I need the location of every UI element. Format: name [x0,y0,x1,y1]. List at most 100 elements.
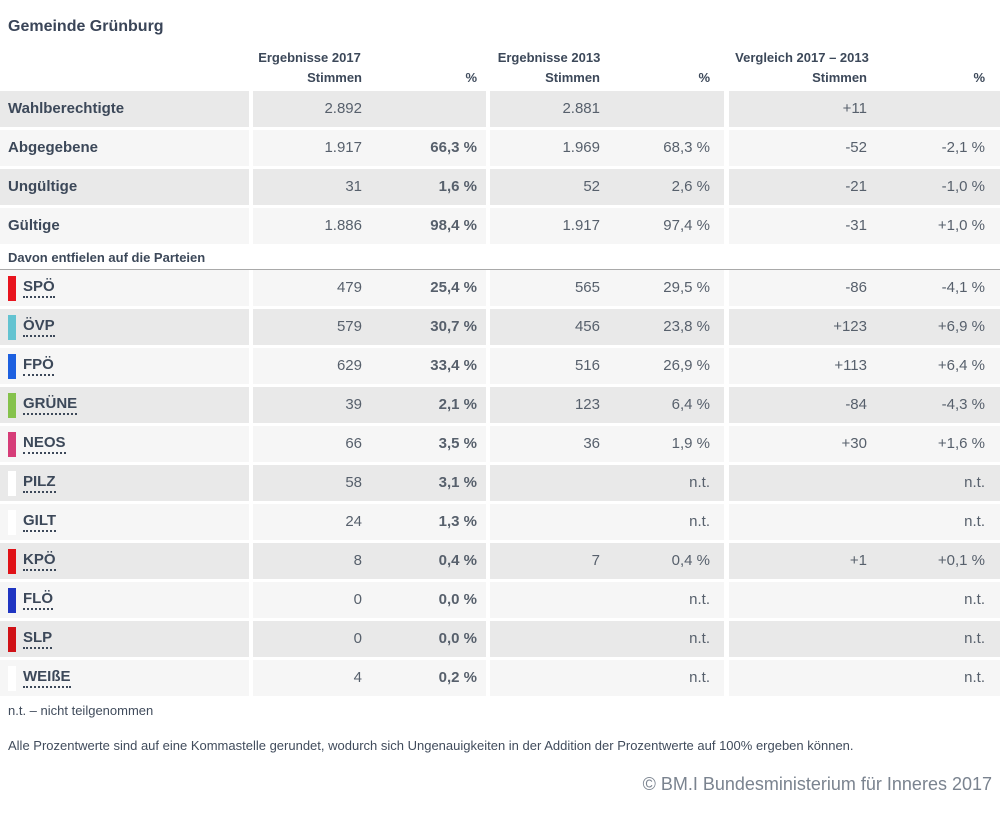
party-label-cell: SLP [0,621,249,657]
party-rows: SPÖ 479 25,4 % 565 29,5 % -86 -4,1 % ÖVP… [0,270,1000,696]
party-color-bar [8,587,16,613]
votes-2017: 8 [253,543,366,579]
percent-diff [875,91,1000,127]
party-name: ÖVP [23,317,55,337]
votes-diff [729,621,875,657]
percent-diff: -2,1 % [875,130,1000,166]
party-row: SLP 0 0,0 % n.t. n.t. [0,621,1000,657]
votes-diff: -21 [729,169,875,205]
percent-2017: 98,4 % [366,208,486,244]
party-row: GRÜNE 39 2,1 % 123 6,4 % -84 -4,3 % [0,387,1000,423]
percent-2017: 66,3 % [366,130,486,166]
party-name: KPÖ [23,551,56,571]
group-title-vergleich: Vergleich 2017 – 2013 [735,50,869,65]
table-group-header: Ergebnisse 2017 Ergebnisse 2013 Vergleic… [0,50,1000,65]
votes-2017: 479 [253,270,366,306]
percent-2013: 0,4 % [608,543,724,579]
votes-diff [729,582,875,618]
party-name: FLÖ [23,590,53,610]
votes-2013: 7 [490,543,608,579]
votes-diff [729,504,875,540]
party-color-bar [8,275,16,301]
percent-2017: 0,0 % [366,582,486,618]
party-label-cell: PILZ [0,465,249,501]
percent-diff: +6,4 % [875,348,1000,384]
percent-2013: 1,9 % [608,426,724,462]
col-header-stimmen-2013: Stimmen [545,70,600,85]
votes-2017: 1.917 [253,130,366,166]
group-title-2017: Ergebnisse 2017 [258,50,361,65]
col-header-percent-2017: % [465,70,477,85]
votes-2017: 2.892 [253,91,366,127]
percent-diff: +1,6 % [875,426,1000,462]
percent-2017: 0,4 % [366,543,486,579]
party-color-bar [8,353,16,379]
table-row: Ungültige 31 1,6 % 52 2,6 % -21 -1,0 % [0,169,1000,205]
votes-diff: +30 [729,426,875,462]
votes-2013 [490,660,608,696]
party-row: FLÖ 0 0,0 % n.t. n.t. [0,582,1000,618]
percent-2013 [608,91,724,127]
percent-2013: 6,4 % [608,387,724,423]
votes-2013: 565 [490,270,608,306]
party-color-bar [8,314,16,340]
party-row: PILZ 58 3,1 % n.t. n.t. [0,465,1000,501]
votes-diff: +123 [729,309,875,345]
votes-diff: +11 [729,91,875,127]
votes-2013 [490,582,608,618]
votes-2017: 58 [253,465,366,501]
percent-2017: 0,2 % [366,660,486,696]
votes-2013: 456 [490,309,608,345]
percent-2017: 1,3 % [366,504,486,540]
percent-2017: 30,7 % [366,309,486,345]
votes-diff: -52 [729,130,875,166]
votes-2013: 36 [490,426,608,462]
percent-2013: 2,6 % [608,169,724,205]
percent-2013: n.t. [608,504,724,540]
page-title: Gemeinde Grünburg [8,18,164,35]
table-subheader: Stimmen % Stimmen % Stimmen % [0,70,1000,85]
votes-2013 [490,621,608,657]
votes-2017: 0 [253,582,366,618]
votes-diff: +1 [729,543,875,579]
percent-2013: 68,3 % [608,130,724,166]
percent-2017: 0,0 % [366,621,486,657]
row-label: Wahlberechtigte [0,91,249,127]
party-color-bar [8,392,16,418]
col-header-percent-vergleich: % [973,70,985,85]
group-title-2013: Ergebnisse 2013 [497,50,601,65]
votes-diff: +113 [729,348,875,384]
party-label-cell: KPÖ [0,543,249,579]
party-label-cell: WEIßE [0,660,249,696]
votes-2013: 1.917 [490,208,608,244]
party-name: FPÖ [23,356,54,376]
party-label-cell: ÖVP [0,309,249,345]
party-label-cell: GILT [0,504,249,540]
votes-2013 [490,465,608,501]
party-row: GILT 24 1,3 % n.t. n.t. [0,504,1000,540]
percent-diff: +0,1 % [875,543,1000,579]
party-row: WEIßE 4 0,2 % n.t. n.t. [0,660,1000,696]
votes-diff [729,465,875,501]
row-label: Gültige [0,208,249,244]
copyright-notice: © BM.I Bundesministerium für Inneres 201… [642,774,992,794]
table-row: Gültige 1.886 98,4 % 1.917 97,4 % -31 +1… [0,208,1000,244]
votes-2017: 629 [253,348,366,384]
percent-diff: n.t. [875,582,1000,618]
votes-2013 [490,504,608,540]
party-row: KPÖ 8 0,4 % 7 0,4 % +1 +0,1 % [0,543,1000,579]
col-header-stimmen-vergleich: Stimmen [812,70,867,85]
percent-2017: 2,1 % [366,387,486,423]
votes-2017: 39 [253,387,366,423]
summary-rows: Wahlberechtigte 2.892 2.881 +11 Abgegebe… [0,91,1000,244]
col-header-stimmen-2017: Stimmen [307,70,362,85]
percent-diff: n.t. [875,504,1000,540]
party-row: ÖVP 579 30,7 % 456 23,8 % +123 +6,9 % [0,309,1000,345]
party-color-bar [8,626,16,652]
party-row: FPÖ 629 33,4 % 516 26,9 % +113 +6,4 % [0,348,1000,384]
table-row: Wahlberechtigte 2.892 2.881 +11 [0,91,1000,127]
percent-2013: 23,8 % [608,309,724,345]
party-name: GILT [23,512,57,532]
percent-2013: 29,5 % [608,270,724,306]
votes-2013: 516 [490,348,608,384]
